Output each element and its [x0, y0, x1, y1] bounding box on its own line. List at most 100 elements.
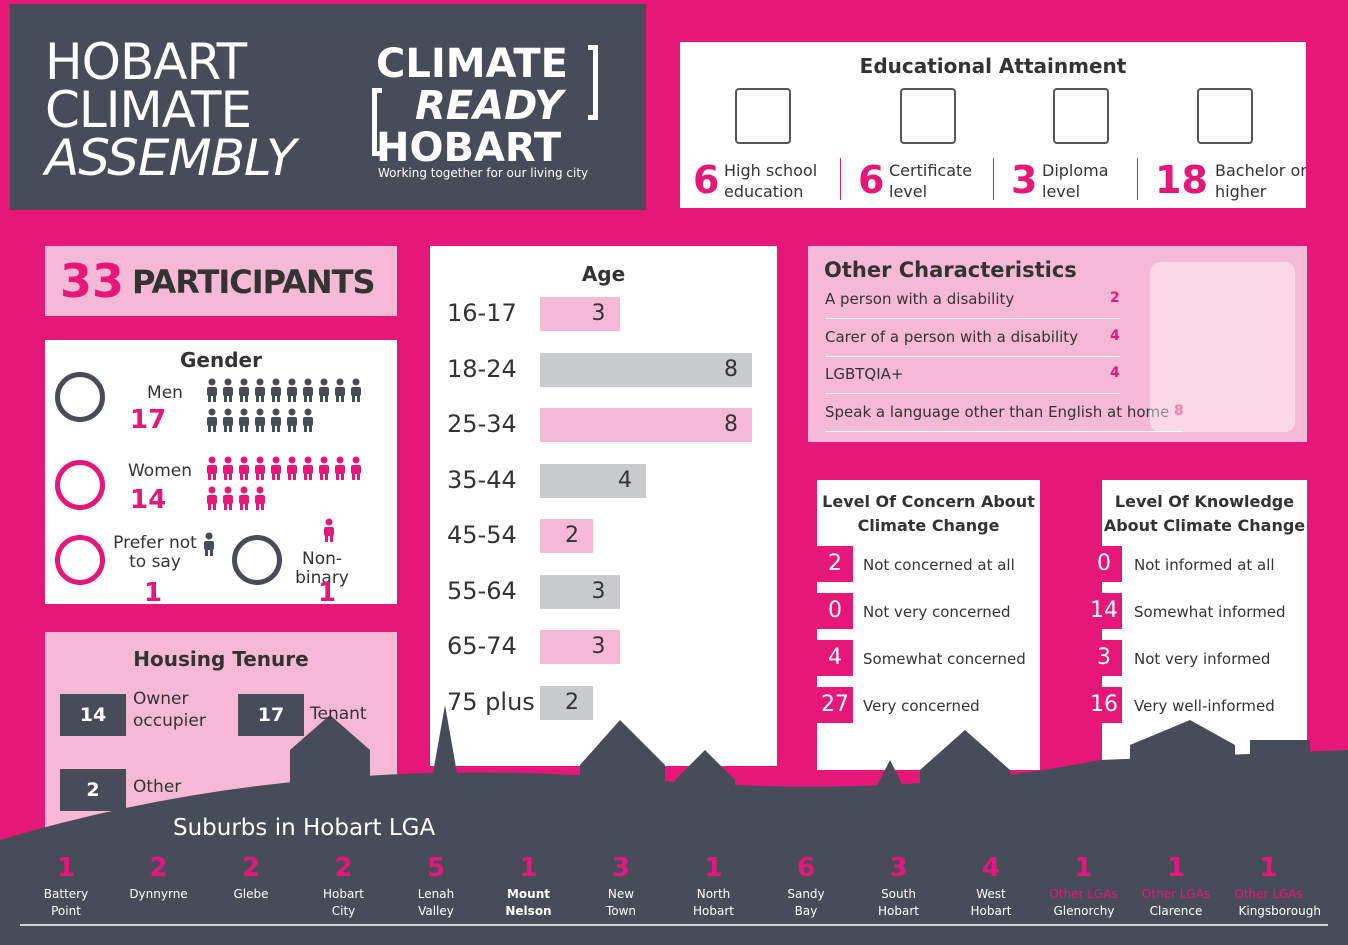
person-icon [239, 408, 249, 432]
person-icon [271, 378, 281, 402]
age-label: 18-24 [447, 354, 517, 383]
participants-panel [45, 246, 397, 316]
age-value: 3 [591, 634, 606, 659]
suburb-value: 1 [704, 853, 723, 883]
suburb-name: New Town [575, 886, 667, 920]
age-label: 65-74 [447, 632, 517, 660]
suburb-name: Other LGAs Clarence [1130, 886, 1222, 920]
suburb-value: 1 [1074, 853, 1093, 883]
suburb-value: 5 [426, 853, 446, 883]
person-icon [319, 378, 329, 402]
person-icon [287, 408, 297, 432]
edu-label: Certificate level [889, 161, 973, 201]
person-icon [287, 378, 297, 402]
gender-value: 1 [143, 578, 163, 608]
suburb-label: Sandy Bay [787, 887, 825, 918]
age-label: 45-54 [447, 521, 517, 549]
section-title: Gender [180, 348, 262, 372]
logo-line: READY [415, 83, 564, 129]
level-label: Not very informed [1134, 650, 1271, 668]
house-value: 17 [254, 700, 288, 730]
person-icon [335, 378, 345, 402]
person-icon [319, 456, 329, 480]
person-icon [223, 378, 233, 402]
divider [993, 158, 994, 200]
person-icon [324, 518, 334, 542]
edu-icon [1197, 88, 1253, 144]
age-label: 75 plus [447, 687, 535, 716]
gender-label: Men [147, 383, 183, 403]
person-icon [207, 378, 217, 402]
age-panel [430, 246, 777, 766]
suburb-name: Lenah Valley [390, 886, 482, 920]
section-title: Educational Attainment [859, 54, 1127, 78]
person-icon [207, 456, 217, 480]
rule [825, 355, 1120, 357]
level-label: Very concerned [863, 697, 980, 715]
section-title: Housing Tenure [133, 647, 309, 671]
suburb-label: Lenah Valley [417, 887, 455, 918]
title-line: CLIMATE [45, 81, 252, 139]
other-value: 2 [1110, 290, 1120, 306]
suburb-value: 2 [241, 853, 261, 883]
suburb-name: South Hobart [853, 886, 945, 920]
other-panel [808, 246, 1307, 442]
suburb-label: Battery Point [43, 887, 89, 918]
suburb-note: Other LGAs [1234, 887, 1303, 901]
person-icon [287, 456, 297, 480]
suburb-name: Hobart City [298, 886, 390, 920]
suburb-note: Other LGAs [1141, 887, 1211, 901]
suburb-name: Battery Point [20, 886, 112, 920]
section-title: Level Of Concern About Climate Change [822, 492, 1035, 535]
suburb-value: 2 [149, 853, 168, 883]
level-label: Not concerned at all [863, 556, 1015, 574]
suburb-name: Other LGAs Kingsborough [1223, 886, 1321, 920]
participants-label: PARTICIPANTS [132, 263, 376, 301]
section-title: Age [581, 262, 626, 286]
suburb-value: 3 [889, 853, 908, 883]
edu-icon [735, 88, 791, 144]
suburb-value: 1 [1259, 853, 1278, 883]
suburb-label: Clarence [1149, 904, 1203, 918]
person-icon [271, 408, 281, 432]
edu-label: High school education [724, 161, 818, 201]
age-bar [540, 630, 620, 664]
participants-value: 33 [60, 254, 125, 308]
person-icon [204, 532, 214, 556]
person-icon [207, 486, 217, 510]
person-icon [351, 456, 361, 480]
edu-label: Bachelor or higher [1215, 161, 1307, 201]
concern-panel [817, 480, 1040, 770]
other-value: 4 [1110, 327, 1120, 344]
gender-symbol [55, 535, 105, 585]
suburb-name: West Hobart [945, 886, 1037, 920]
section-title: Other Characteristics [824, 258, 1077, 282]
other-label: A person with a disability [825, 290, 1015, 308]
divider [1137, 158, 1138, 200]
other-label: Speak a language other than English at h… [825, 402, 1170, 421]
section-title: Suburbs in Hobart LGA [173, 815, 436, 841]
edu-value: 3 [1011, 158, 1038, 202]
section-title: Level Of Knowledge About Climate Change [1103, 492, 1306, 535]
person-icon [303, 378, 313, 402]
age-label: 25-34 [447, 410, 517, 438]
person-icon [255, 378, 265, 402]
level-label: Somewhat informed [1134, 603, 1286, 621]
title-line: ASSEMBLY [45, 129, 297, 187]
age-value: 4 [618, 467, 632, 493]
people-icon [1150, 262, 1295, 432]
gender-value: 1 [317, 578, 337, 608]
age-bar [540, 408, 752, 442]
suburb-label: Dynnyrne [129, 887, 188, 901]
house-value: 14 [76, 700, 110, 730]
gender-value: 14 [130, 485, 167, 515]
edu-icon [900, 88, 956, 144]
age-value: 3 [591, 578, 606, 604]
suburb-value: 1 [1166, 853, 1186, 883]
person-icon [335, 456, 345, 480]
title-line: HOBART [45, 33, 247, 91]
suburb-name: Other LGAs Glenorchy [1038, 886, 1130, 920]
rule [825, 430, 1183, 432]
level-value: 2 [817, 546, 853, 582]
